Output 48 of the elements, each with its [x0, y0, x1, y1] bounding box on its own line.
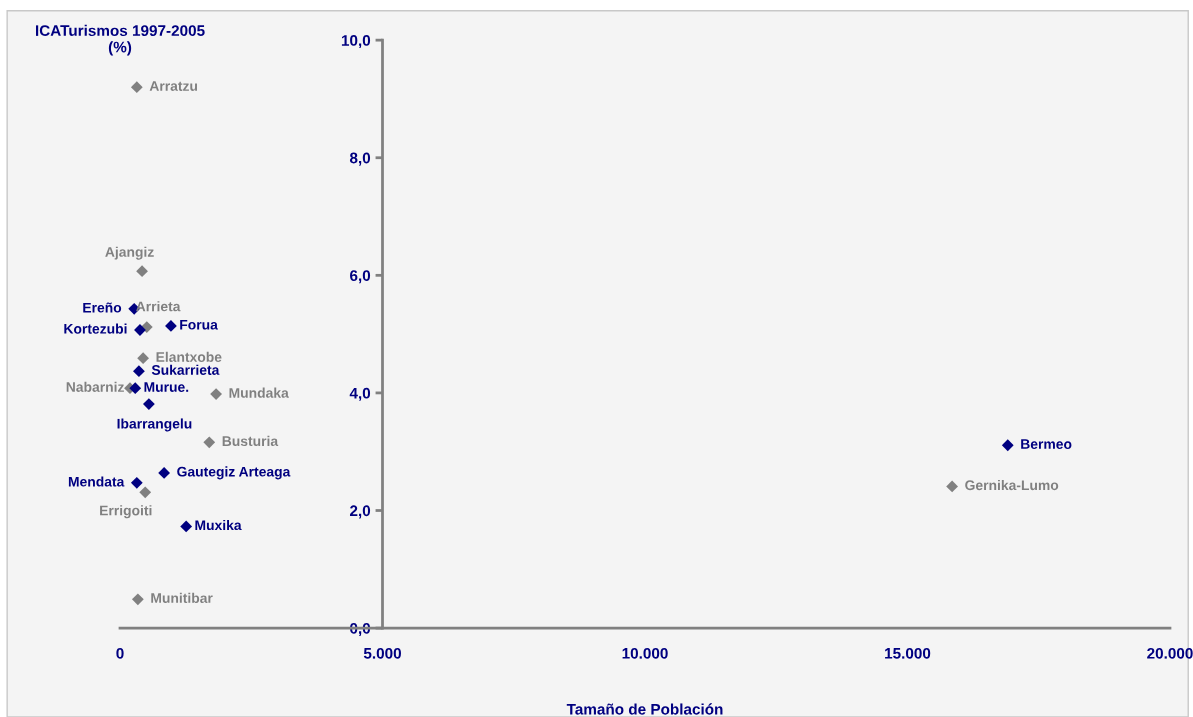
point: [1001, 439, 1014, 452]
annotation: Busturia: [222, 435, 279, 447]
annotation: Sukarrieta: [151, 364, 220, 375]
annotation: Muxika: [195, 519, 242, 531]
point: [210, 388, 222, 400]
point: [131, 593, 144, 606]
x-tick-label: 10.000: [622, 647, 668, 659]
annotation: Errigoiti: [100, 505, 152, 519]
point: [946, 480, 958, 493]
point: [203, 436, 216, 449]
y-tick-label: 2,0: [349, 505, 371, 519]
annotation: Gernika-Lumo: [965, 479, 1059, 491]
point: [130, 81, 143, 94]
point: [139, 486, 152, 499]
point: [165, 320, 177, 332]
x-axis-title: Tamaño de Población: [566, 703, 723, 715]
point: [129, 382, 142, 395]
point: [158, 466, 171, 479]
x-tick-label: 0: [116, 647, 124, 659]
annotation: Munitibar: [151, 592, 213, 604]
point: [130, 476, 143, 489]
point: [133, 365, 145, 378]
annotation: Murue.: [144, 382, 189, 392]
y-axis-title: ICATurismos 1997-2005 (%): [35, 24, 205, 56]
annotation: Ereño: [83, 302, 122, 313]
annotation: Mendata: [68, 476, 125, 487]
annotation: Ajangiz: [105, 246, 154, 260]
annotation: Kortezubi: [64, 323, 127, 334]
x-tick-label: 15.000: [885, 647, 931, 659]
annotation: Gautegiz Arteaga: [177, 466, 291, 480]
x-tick-label: 5.000: [363, 647, 401, 659]
y-tick-label: 10,0: [341, 35, 371, 49]
y-tick-label: 8,0: [349, 152, 371, 166]
point: [137, 352, 150, 365]
annotation: Ibarrangelu: [117, 418, 192, 432]
annotation: Arratzu: [149, 81, 198, 91]
point: [180, 520, 193, 533]
annotation: Mundaka: [229, 387, 289, 398]
point: [136, 265, 148, 278]
point: [143, 398, 155, 410]
annotation: Nabarniz: [66, 381, 124, 392]
y-tick-label: 4,0: [349, 387, 371, 401]
x-tick-label: 20.000: [1147, 647, 1193, 659]
y-tick-label: 6,0: [350, 270, 371, 284]
annotation: Forua: [180, 319, 218, 330]
annotation: Arrieta: [136, 301, 181, 312]
annotation: Bermeo: [1021, 439, 1072, 449]
annotation: Elantxobe: [156, 351, 222, 362]
